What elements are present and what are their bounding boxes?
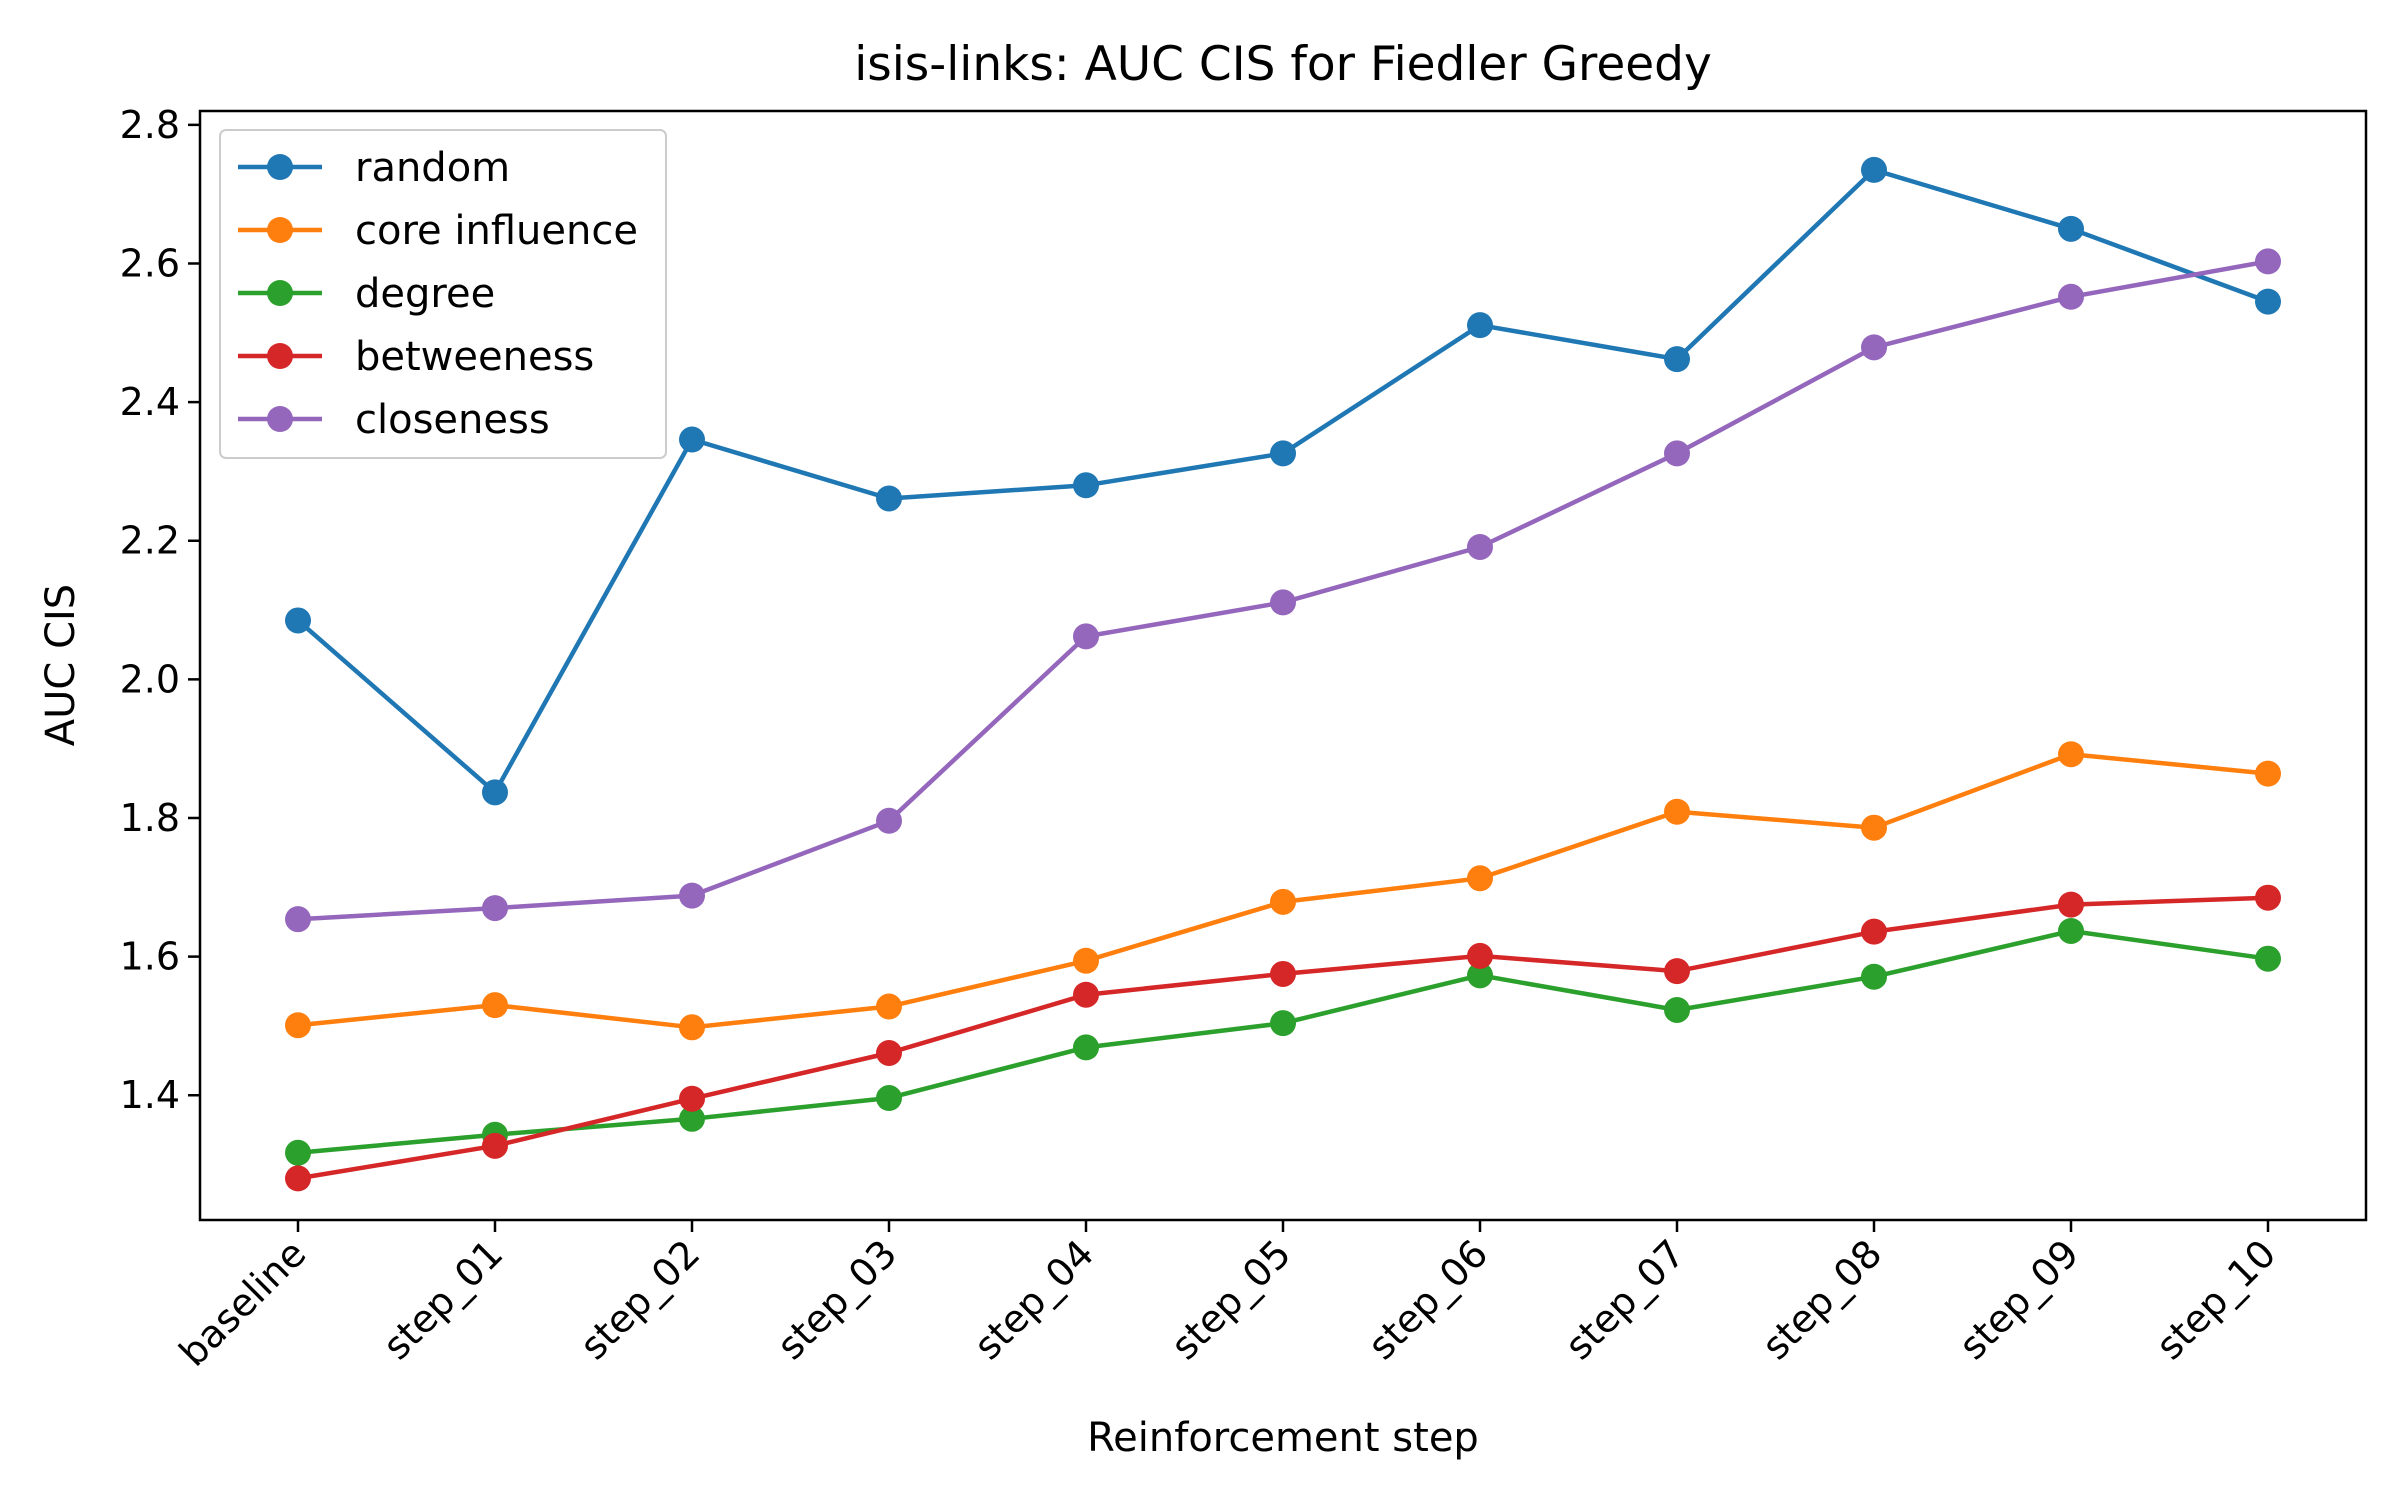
data-point [876, 485, 902, 512]
data-point [1073, 947, 1099, 974]
data-point [1073, 472, 1099, 499]
data-point [482, 895, 508, 922]
legend-label: core influence [355, 208, 638, 254]
data-point [876, 1039, 902, 1066]
series-betweeness [285, 884, 2281, 1192]
data-point [1467, 962, 1493, 989]
legend-marker [267, 280, 293, 306]
data-point [1270, 440, 1296, 467]
legend-marker [267, 406, 293, 432]
y-axis-label: AUC CIS [38, 584, 84, 746]
x-axis-label: Reinforcement step [1087, 1415, 1479, 1461]
y-tick-label: 1.6 [120, 935, 180, 979]
legend-marker [267, 217, 293, 243]
data-point [2058, 891, 2084, 918]
plot-area [198, 109, 2368, 1222]
data-point [1664, 440, 1690, 467]
y-tick-label: 1.4 [120, 1073, 180, 1117]
data-point [679, 1085, 705, 1112]
data-point [285, 1165, 311, 1192]
data-point [285, 607, 311, 634]
data-point [1664, 798, 1690, 825]
series-degree [285, 917, 2281, 1166]
data-point [1073, 981, 1099, 1008]
data-point [1861, 918, 1887, 945]
legend-marker [267, 343, 293, 369]
series-closeness [285, 248, 2281, 933]
data-point [2058, 741, 2084, 768]
data-point [1073, 1034, 1099, 1061]
legend-label: closeness [355, 397, 550, 443]
legend-label: degree [355, 271, 495, 317]
legend-entry: core influence [238, 208, 638, 254]
data-point [1270, 1010, 1296, 1037]
y-tick-label: 2.4 [120, 380, 180, 424]
data-point [1861, 334, 1887, 361]
data-point [482, 992, 508, 1019]
data-point [679, 882, 705, 909]
data-point [482, 779, 508, 806]
y-axis: 1.4 1.6 1.8 2.0 2.2 2.4 2.6 2.8 [120, 103, 200, 1117]
data-point [1270, 589, 1296, 616]
y-tick-label: 2.6 [120, 241, 180, 285]
data-point [1861, 963, 1887, 990]
data-point [679, 1105, 705, 1132]
series-layer [285, 156, 2281, 1192]
data-point [2255, 884, 2281, 911]
legend: random core influence degree betweeness clos… [219, 129, 667, 459]
series-core-influence [285, 741, 2281, 1041]
data-point [876, 993, 902, 1020]
data-point [1467, 865, 1493, 892]
chart-title: isis-links: AUC CIS for Fiedler Greedy [854, 37, 1712, 92]
data-point [1467, 312, 1493, 339]
y-tick-label: 2.0 [120, 657, 180, 701]
data-point [1073, 623, 1099, 650]
legend-entry: closeness [238, 397, 550, 443]
data-point [2255, 760, 2281, 787]
data-point [679, 426, 705, 453]
data-point [1861, 156, 1887, 183]
data-point [482, 1132, 508, 1159]
data-point [285, 1139, 311, 1166]
data-point [1861, 814, 1887, 841]
data-point [1664, 346, 1690, 373]
data-point [1664, 958, 1690, 985]
legend-label: random [355, 145, 510, 191]
data-point [1270, 888, 1296, 915]
data-point [1467, 533, 1493, 560]
data-point [2058, 917, 2084, 944]
y-tick-label: 2.8 [120, 103, 180, 147]
data-point [2255, 945, 2281, 972]
data-point [679, 1014, 705, 1041]
legend-marker [267, 154, 293, 180]
legend-frame [219, 129, 667, 459]
data-point [1270, 960, 1296, 987]
data-point [1467, 942, 1493, 969]
legend-entries: random core influence degree betweeness clos… [238, 145, 638, 443]
data-point [1664, 996, 1690, 1023]
data-point [285, 1012, 311, 1039]
data-point [285, 906, 311, 933]
y-tick-label: 1.8 [120, 796, 180, 840]
data-point [2255, 288, 2281, 315]
data-point [2255, 248, 2281, 275]
data-point [876, 1085, 902, 1112]
legend-label: betweeness [355, 334, 594, 380]
legend-entry: betweeness [238, 334, 594, 380]
legend-entry: random [238, 145, 510, 191]
data-point [2058, 215, 2084, 242]
y-tick-label: 2.2 [120, 519, 180, 563]
data-point [2058, 283, 2084, 310]
series-random [285, 156, 2281, 806]
data-point [876, 807, 902, 834]
legend-entry: degree [238, 271, 495, 317]
